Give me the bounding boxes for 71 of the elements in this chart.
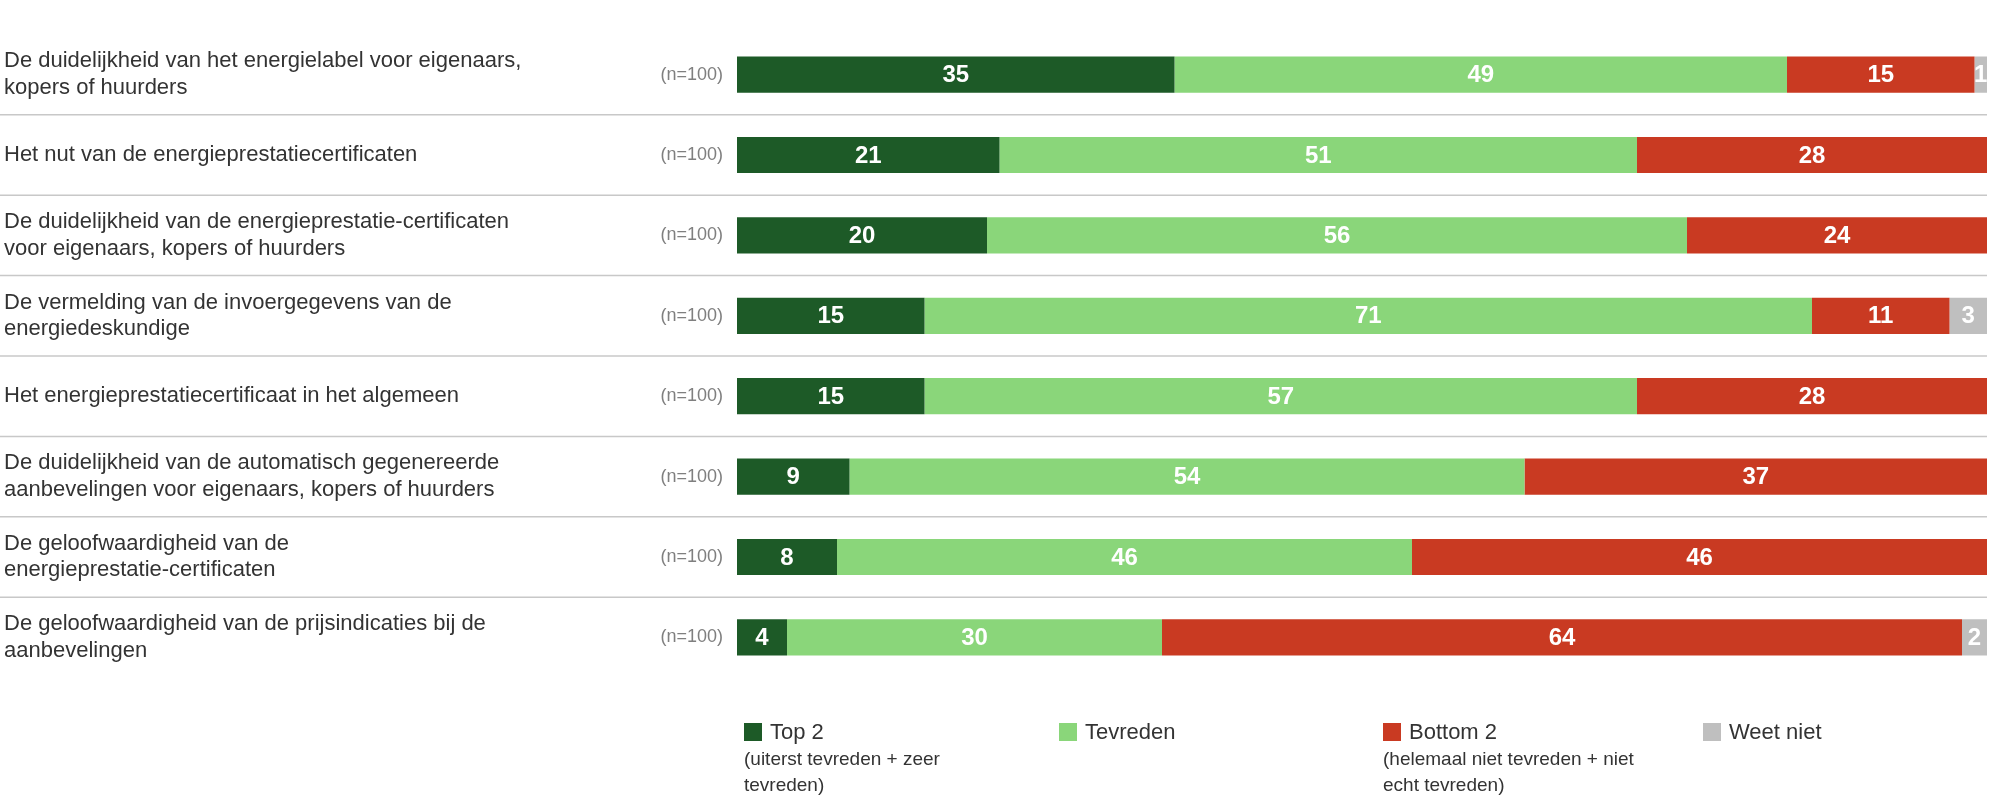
data-label: 1 (1974, 60, 1988, 88)
bar (1162, 619, 1962, 656)
bar (1637, 136, 1987, 174)
data-label: 37 (1742, 462, 1770, 490)
legend-label: Weet niet (1728, 718, 1823, 746)
bar (999, 136, 1637, 174)
data-label: 21 (854, 140, 882, 168)
data-label: 56 (1323, 221, 1351, 249)
bar (924, 297, 1812, 334)
bar (787, 619, 1162, 656)
data-label: 51 (1304, 140, 1332, 168)
y-tick-label: De duidelijkheid van het energielabel voor eigenaars, kopers of huurders (4, 47, 522, 99)
data-label: 35 (942, 60, 970, 88)
text: (n=100) (660, 224, 723, 245)
text: (n=100) (660, 385, 723, 406)
y-tick-label: De duidelijkheid van de energieprestatie-certificaten voor eigenaars, kopers of huurders (4, 208, 510, 260)
data-label: 2 (1967, 623, 1982, 651)
bar (737, 297, 925, 334)
data-label: 28 (1798, 140, 1826, 168)
text: (n=100) (660, 63, 723, 84)
y-tick-label: De geloofwaardigheid van de prijsindicaties bij de aanbevelingen (4, 610, 486, 662)
text: (n=100) (660, 304, 723, 325)
bar (737, 538, 837, 576)
data-label: 28 (1798, 381, 1826, 409)
bar (1174, 56, 1787, 93)
data-label: 24 (1823, 221, 1851, 249)
bar (737, 619, 787, 656)
y-tick-label: De duidelijkheid van de automatisch gegenereerde aanbevelingen voor eigenaars, kopers of huurders (4, 449, 500, 501)
text: (n=100) (660, 626, 723, 647)
legend-label: Top 2 (uiterst tevreden + zeer tevreden) (744, 718, 941, 797)
data-label: 71 (1354, 301, 1382, 329)
bar (1637, 378, 1987, 415)
bar (737, 458, 850, 495)
legend-label: Bottom 2 (helemaal niet tevreden + niet echt tevreden) (1383, 718, 1635, 797)
legend-label: Tevreden (1084, 718, 1177, 746)
bar (1412, 538, 1987, 576)
bar (1787, 56, 1975, 93)
bar (1687, 217, 1987, 254)
data-label: 49 (1467, 60, 1495, 88)
bar (849, 458, 1525, 495)
data-label: 9 (786, 462, 800, 490)
data-label: 64 (1548, 623, 1576, 651)
y-tick-label: De vermelding van de invoergegevens van de energiedeskundige (4, 288, 452, 341)
bar (737, 136, 1000, 174)
y-tick-label: Het energieprestatiecertificaat in het algemeen (4, 382, 459, 408)
data-label: 15 (817, 381, 845, 409)
data-label: 15 (817, 301, 845, 329)
bar (987, 217, 1687, 254)
bar (737, 378, 925, 415)
bar (837, 538, 1412, 576)
bar (1812, 297, 1950, 334)
bar (1524, 458, 1987, 495)
bar (737, 56, 1175, 93)
bar (924, 378, 1637, 415)
data-label: 15 (1867, 60, 1895, 88)
bar (737, 217, 987, 254)
text: (n=100) (660, 465, 723, 486)
y-tick-label: Het nut van de energieprestatiecertificaten (4, 141, 418, 167)
data-label: 54 (1173, 462, 1201, 490)
data-label: 46 (1111, 542, 1138, 570)
data-label: 3 (1961, 301, 1975, 329)
y-tick-label: De geloofwaardigheid van de energieprestatie-certificaten (4, 529, 289, 582)
data-label: 20 (848, 221, 876, 249)
data-label: 11 (1868, 301, 1894, 329)
data-label: 57 (1267, 381, 1295, 409)
data-label: 46 (1686, 542, 1713, 570)
text: (n=100) (660, 143, 723, 164)
data-label: 8 (780, 542, 794, 570)
data-label: 30 (961, 623, 988, 651)
data-label: 4 (755, 623, 770, 651)
text: (n=100) (660, 545, 723, 566)
